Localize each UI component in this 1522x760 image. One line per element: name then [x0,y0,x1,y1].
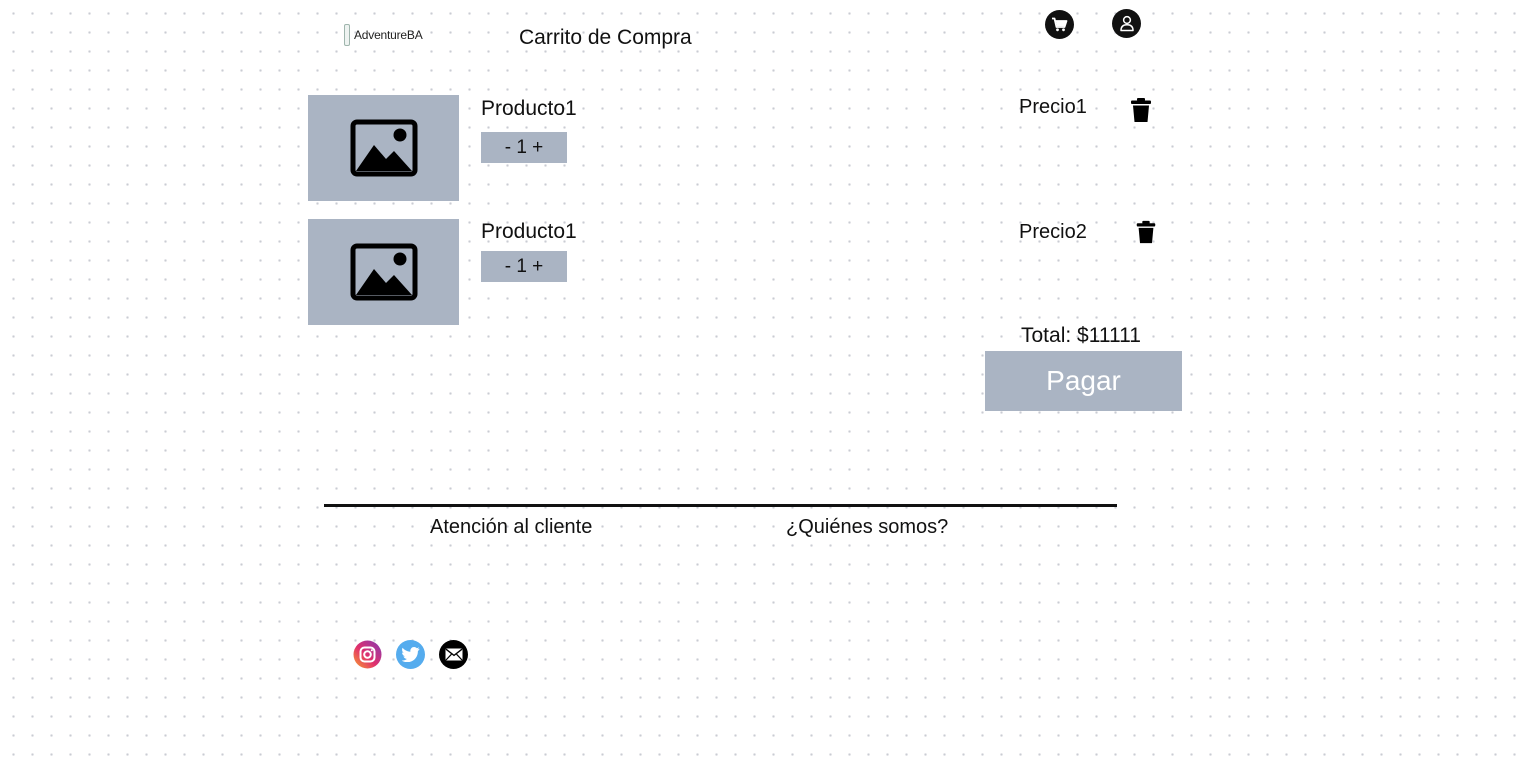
logo-text: AdventureBA [354,28,423,42]
instagram-icon[interactable] [353,640,382,669]
user-icon[interactable] [1112,9,1141,38]
quantity-stepper[interactable]: - 1 + [481,251,567,282]
trash-icon[interactable] [1130,97,1152,123]
product-price: Precio2 [1019,221,1087,243]
cart-total: Total: $11111 [1021,324,1141,347]
page-title: Carrito de Compra [519,26,692,49]
image-placeholder-icon [350,243,417,301]
trash-icon[interactable] [1135,220,1157,246]
logo[interactable]: AdventureBA [344,22,434,48]
email-icon[interactable] [439,640,468,669]
product-image[interactable] [308,95,459,201]
footer-link-customer-service[interactable]: Atención al cliente [430,516,593,538]
twitter-icon[interactable] [396,640,425,669]
product-price: Precio1 [1019,96,1087,118]
logo-mark [344,24,350,46]
product-name[interactable]: Producto1 [481,220,577,243]
footer-link-about-us[interactable]: ¿Quiénes somos? [786,516,949,538]
image-placeholder-icon [350,119,417,177]
product-image[interactable] [308,219,459,325]
quantity-stepper[interactable]: - 1 + [481,132,567,163]
footer-divider [324,504,1117,507]
product-name[interactable]: Producto1 [481,97,577,120]
cart-icon[interactable] [1045,10,1074,39]
pay-button[interactable]: Pagar [985,351,1182,411]
